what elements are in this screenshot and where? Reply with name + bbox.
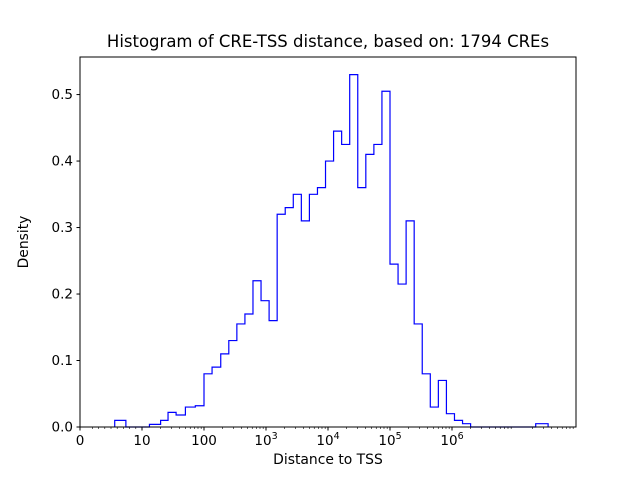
x-tick-label: 100 — [191, 433, 217, 449]
x-tick-label: 0 — [76, 433, 85, 449]
x-tick-label: 106 — [440, 431, 463, 449]
y-tick-label: 0.2 — [52, 287, 73, 303]
histogram-step-line — [114, 74, 549, 428]
chart-title: Histogram of CRE-TSS distance, based on:… — [106, 32, 550, 51]
y-tick-label: 0.1 — [52, 353, 73, 369]
x-tick-label: 104 — [316, 431, 339, 449]
x-axis-label: Distance to TSS — [273, 452, 383, 468]
x-tick-label: 10 — [133, 433, 150, 449]
y-tick-label: 0.0 — [52, 420, 73, 436]
y-tick-label: 0.4 — [52, 154, 73, 170]
x-tick-label: 105 — [378, 431, 401, 449]
y-tick-label: 0.5 — [52, 87, 73, 103]
y-tick-label: 0.3 — [52, 220, 73, 236]
y-axis-label: Density — [16, 215, 32, 269]
plot-frame — [79, 56, 577, 428]
x-tick-label: 103 — [254, 431, 277, 449]
